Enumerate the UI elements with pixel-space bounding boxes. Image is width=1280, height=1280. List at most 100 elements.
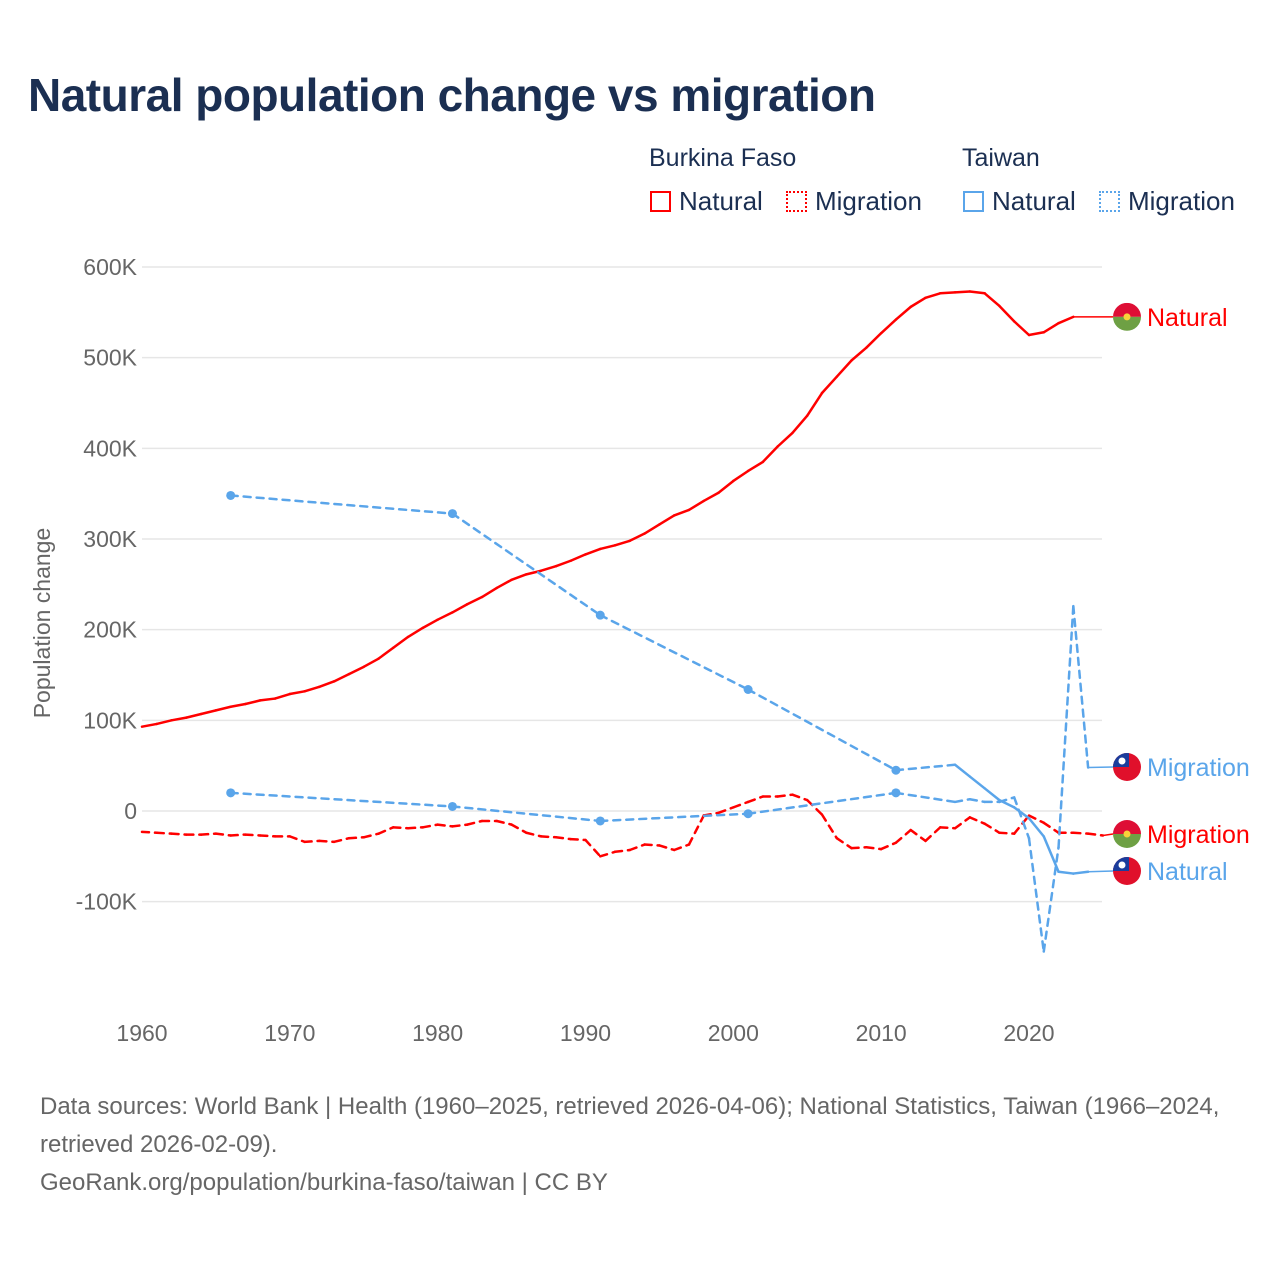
legend-swatch-solid-icon: [650, 191, 671, 212]
series-segment: [525, 831, 543, 838]
x-tick-label: 1960: [116, 1020, 167, 1046]
flag-body: [1113, 820, 1141, 848]
label-connector: [1088, 870, 1114, 873]
series-segment: [377, 646, 395, 660]
series-segment: [421, 823, 439, 829]
series-segment: [495, 578, 513, 590]
series-segment: [805, 391, 824, 417]
legend-item-burkina-migration[interactable]: Migration: [786, 186, 922, 217]
data-point: [595, 610, 605, 620]
flag-body: [1113, 302, 1141, 331]
series-segment: [1042, 821, 1060, 835]
series-segment: [865, 846, 883, 851]
legend-label: Natural: [992, 186, 1076, 216]
x-tick-label: 2010: [856, 1020, 907, 1046]
series-segment: [879, 318, 898, 335]
y-tick-label: 200K: [83, 617, 137, 643]
series-segment: [687, 499, 706, 512]
series-segment: [451, 805, 602, 823]
series-burkina-faso-migration: Migration: [140, 793, 1250, 858]
series-segment: [968, 775, 986, 790]
series-segment: [214, 705, 232, 712]
legend-item-taiwan-migration[interactable]: Migration: [1099, 186, 1235, 217]
series-segment: [658, 514, 676, 526]
y-tick-label: 400K: [83, 435, 137, 461]
legend-item-burkina-natural[interactable]: Natural: [650, 186, 763, 217]
data-point: [891, 788, 901, 798]
series-segment: [288, 835, 306, 844]
legend-swatch-dotted-icon: [786, 191, 807, 212]
series-segment: [259, 697, 277, 702]
series-segment: [983, 787, 1001, 802]
y-tick-label: -100K: [76, 889, 138, 915]
series-segment: [170, 832, 188, 836]
series-segment: [894, 305, 912, 321]
series-segment: [392, 635, 410, 650]
series-segment: [1086, 832, 1105, 837]
series-segment: [672, 843, 691, 852]
series-segment: [214, 832, 232, 837]
chart-title: Natural population change vs migration: [28, 69, 876, 121]
series-segment: [953, 763, 972, 778]
series-segment: [318, 680, 336, 689]
y-tick-label: 300K: [83, 526, 137, 552]
credit-link[interactable]: GeoRank.org/population/burkina-faso/taiw…: [40, 1169, 608, 1196]
series-segment: [879, 841, 898, 851]
series-segment: [924, 826, 942, 843]
flag-body: [1113, 753, 1141, 781]
series-segment: [1042, 835, 1060, 873]
series-segment: [599, 812, 750, 823]
flag-star-icon: [1123, 830, 1131, 838]
taiwan-flag-icon: [1113, 753, 1141, 781]
x-tick-label: 1980: [412, 1020, 463, 1046]
series-segment: [1072, 831, 1090, 835]
x-tick-label: 1990: [560, 1020, 611, 1046]
series-segment: [746, 460, 765, 473]
series-segment: [643, 843, 661, 847]
series-segment: [1027, 817, 1046, 838]
data-point: [226, 788, 236, 798]
series-segment: [850, 346, 868, 362]
series-segment: [510, 573, 528, 582]
series-segment: [406, 626, 425, 639]
series-segment: [377, 826, 395, 835]
legend-group-taiwan: Taiwan: [962, 144, 1040, 172]
series-segment: [894, 828, 912, 844]
series-segment: [1027, 814, 1046, 825]
series-segment: [909, 828, 927, 843]
flag-red-band: [1113, 302, 1141, 317]
y-axis-label: Population change: [29, 528, 55, 719]
series-segment: [628, 843, 646, 852]
series-segment: [525, 569, 543, 576]
series-segment: [303, 839, 321, 844]
legend-item-taiwan-natural[interactable]: Natural: [963, 186, 1076, 217]
series-segment: [924, 292, 942, 300]
series-segment: [584, 838, 602, 858]
data-point: [447, 509, 457, 519]
series-segment: [998, 304, 1016, 323]
series-segment: [362, 657, 380, 669]
taiwan-flag-icon: [1113, 857, 1141, 885]
series-segment: [894, 763, 957, 772]
series-segment: [1012, 796, 1031, 840]
series-taiwan-migration: Migration: [226, 604, 1250, 953]
series-segment: [658, 844, 676, 852]
data-point: [226, 490, 236, 500]
series-segment: [451, 603, 469, 614]
series-segment: [628, 532, 646, 543]
series-segment: [1012, 814, 1031, 835]
series-segment: [746, 688, 898, 772]
series-segment: [1012, 320, 1031, 337]
series-segment: [362, 832, 380, 839]
series-segment: [480, 586, 499, 599]
burkina-faso-flag-icon: [1113, 302, 1141, 331]
series-segment: [820, 375, 839, 395]
series-segment: [732, 800, 750, 809]
series-segment: [998, 796, 1016, 804]
y-tick-label: 100K: [83, 707, 137, 733]
series-segment: [332, 672, 351, 683]
series-segment: [569, 837, 587, 842]
series-segment: [776, 431, 794, 448]
series-segment: [495, 819, 513, 826]
series-segment: [140, 830, 159, 835]
